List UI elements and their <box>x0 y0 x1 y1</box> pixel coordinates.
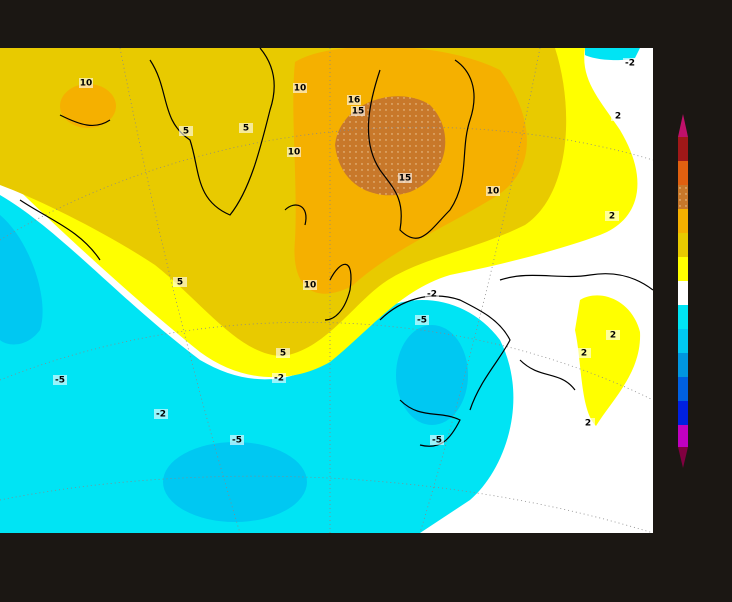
contour-label: -2 <box>274 374 284 384</box>
colorbar-arrow <box>678 447 688 468</box>
coastlines <box>19 48 653 447</box>
contour-label: 2 <box>610 331 616 341</box>
colorbar-swatch <box>678 401 688 425</box>
contour-label: 2 <box>615 112 621 122</box>
colorbar-swatch <box>678 329 688 353</box>
label-background <box>79 78 93 88</box>
colorbar-swatch <box>678 353 688 377</box>
colorbar-arrow <box>678 114 688 137</box>
label-background <box>415 315 429 325</box>
colorbar-swatch <box>678 305 688 329</box>
label-background <box>179 126 193 136</box>
contour-label: 2 <box>609 212 615 222</box>
contour-label: 5 <box>243 124 249 134</box>
colorbar-swatch <box>678 257 688 281</box>
label-background <box>239 123 253 133</box>
contour-label: 10 <box>80 79 93 89</box>
colorbar-swatch <box>678 137 688 161</box>
contour-label: -2 <box>427 290 437 300</box>
contour-label: 5 <box>280 349 286 359</box>
colder-area <box>396 325 468 425</box>
label-background <box>154 409 168 419</box>
label-background <box>623 58 637 68</box>
label-background <box>303 280 317 290</box>
colorbar-swatch <box>678 161 688 185</box>
colorbar <box>678 114 688 468</box>
warm-area <box>575 295 641 426</box>
contour-label: 16 <box>348 96 361 106</box>
colorbar-swatch <box>678 281 688 305</box>
cold-area <box>0 195 514 533</box>
label-background <box>606 330 620 340</box>
map <box>0 48 653 533</box>
colorbar-swatch <box>678 233 688 257</box>
label-background <box>230 435 244 445</box>
label-background <box>581 418 595 428</box>
contour-label: 10 <box>487 187 500 197</box>
label-background <box>425 289 439 299</box>
cold-area <box>585 48 640 61</box>
colder-area <box>0 215 43 345</box>
label-background <box>347 95 361 105</box>
contour-label: 5 <box>183 127 189 137</box>
contour-label: 2 <box>585 419 591 429</box>
label-background <box>398 173 412 183</box>
contour-label: 15 <box>352 107 365 117</box>
label-background <box>430 435 444 445</box>
hottest-area <box>335 96 446 196</box>
label-background <box>486 186 500 196</box>
contour-label: 2 <box>581 349 587 359</box>
label-background <box>293 83 307 93</box>
label-background <box>351 106 365 116</box>
contour-label: 10 <box>294 84 307 94</box>
contour-label: 15 <box>399 174 412 184</box>
contour-label: 10 <box>288 148 301 158</box>
contour-label: -5 <box>432 436 442 446</box>
label-background <box>53 375 67 385</box>
label-background <box>173 277 187 287</box>
contour-label: -2 <box>625 59 635 69</box>
label-background <box>611 111 625 121</box>
contour-label: 10 <box>304 281 317 291</box>
contour-label: -5 <box>417 316 427 326</box>
colorbar-swatch <box>678 377 688 401</box>
contour-label: 5 <box>177 278 183 288</box>
contour-label: -2 <box>156 410 166 420</box>
colorbar-swatch <box>678 209 688 233</box>
label-background <box>605 211 619 221</box>
hot-area <box>60 84 116 128</box>
contour-label: -5 <box>55 376 65 386</box>
colder-area <box>163 442 307 522</box>
contour-label: -5 <box>232 436 242 446</box>
label-background <box>577 348 591 358</box>
label-background <box>272 373 286 383</box>
graticule <box>0 48 653 533</box>
label-background <box>276 348 290 358</box>
colorbar-swatch <box>678 185 688 209</box>
colorbar-swatch <box>678 425 688 447</box>
label-background <box>287 147 301 157</box>
